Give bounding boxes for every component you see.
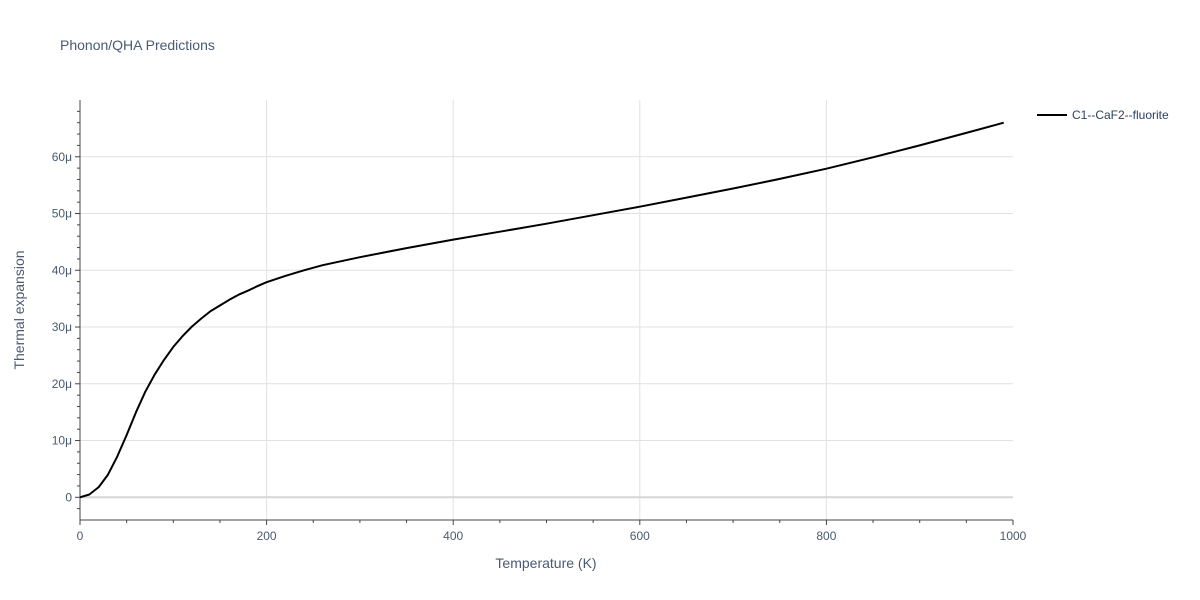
y-axis-label: Thermal expansion	[11, 250, 27, 369]
y-tick-label: 10μ	[52, 434, 72, 448]
x-tick-label: 200	[257, 529, 277, 543]
legend[interactable]: C1--CaF2--fluorite	[1037, 108, 1169, 122]
chart-title: Phonon/QHA Predictions	[60, 37, 215, 53]
axes: 0 200 400 600 800 1000 0 10μ 20μ 30μ 40μ 50μ 60μ	[52, 100, 1027, 543]
legend-label: C1--CaF2--fluorite	[1072, 108, 1169, 122]
grid	[80, 100, 1013, 520]
y-tick-label: 50μ	[52, 207, 72, 221]
legend-item[interactable]: C1--CaF2--fluorite	[1037, 108, 1169, 122]
x-tick-label: 600	[630, 529, 650, 543]
x-tick-label: 0	[77, 529, 84, 543]
y-tick-label: 30μ	[52, 320, 72, 334]
series-line	[79, 121, 1004, 499]
y-tick-label: 40μ	[52, 263, 72, 277]
x-tick-label: 400	[443, 529, 463, 543]
y-tick-label: 20μ	[52, 377, 72, 391]
x-tick-label: 1000	[1000, 529, 1027, 543]
x-axis-label: Temperature (K)	[495, 555, 596, 571]
series-layer	[79, 121, 1004, 499]
y-tick-label: 0	[65, 490, 72, 504]
y-tick-label: 60μ	[52, 150, 72, 164]
x-tick-label: 800	[816, 529, 836, 543]
